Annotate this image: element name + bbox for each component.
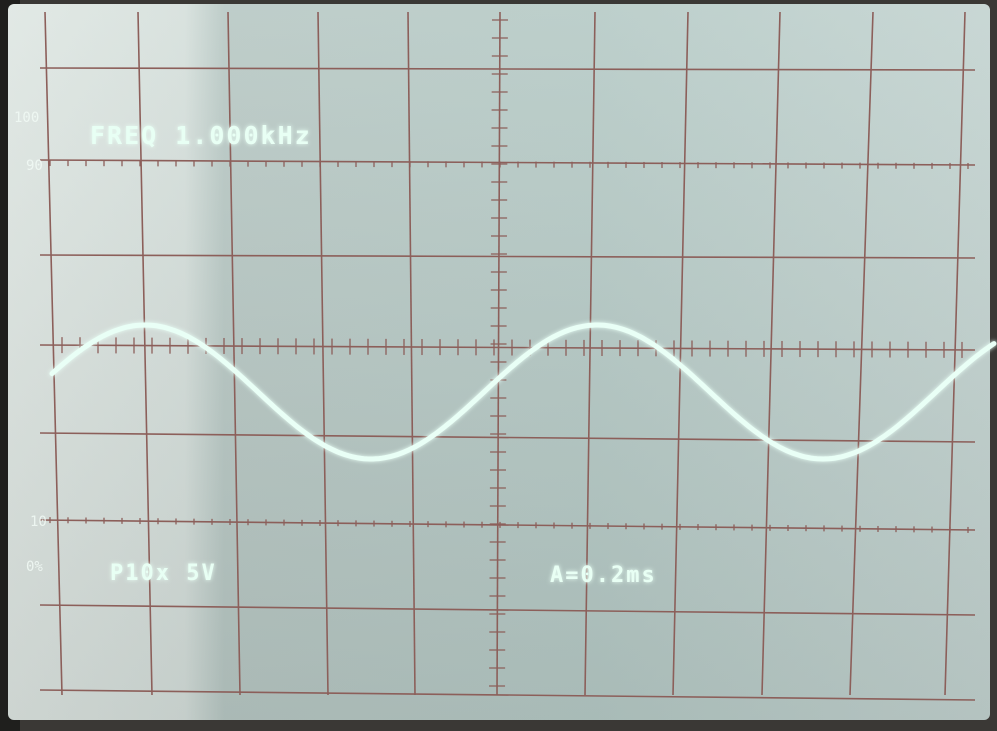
scale-label: 90 (26, 158, 43, 174)
probe-readout: P10x 5V (110, 561, 217, 586)
scale-label: 100 (14, 110, 39, 126)
oscilloscope-photo: 100 90 10 0% FREQ 1.000kHz P10x 5V A=0.2… (0, 0, 997, 731)
timebase-readout: A=0.2ms (550, 563, 657, 588)
frequency-readout: FREQ 1.000kHz (90, 121, 312, 150)
scale-label: 10 (30, 514, 47, 530)
scale-label: 0% (26, 559, 43, 575)
